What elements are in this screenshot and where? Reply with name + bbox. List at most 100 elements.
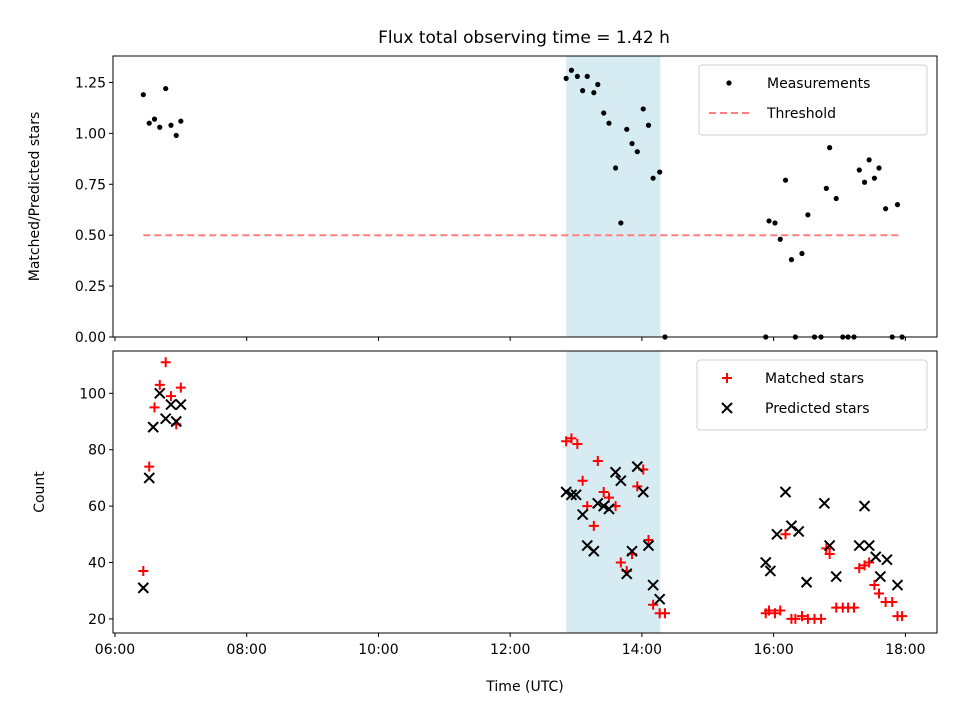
measurements-point: [591, 90, 597, 96]
legend-measurements-swatch: [726, 80, 732, 86]
measurements-point: [777, 236, 783, 242]
predicted-stars-point: [603, 503, 615, 515]
measurements-point: [601, 110, 607, 116]
predicted-stars-point: [165, 398, 177, 411]
predicted-stars-point: [764, 565, 777, 577]
matched-stars-point: [566, 433, 577, 444]
predicted-stars-point: [874, 570, 887, 583]
matched-stars-point: [648, 599, 659, 610]
matched-stars-point: [869, 580, 880, 591]
predicted-stars-point: [792, 525, 805, 538]
measurements-point: [612, 165, 619, 171]
measurements-point: [624, 126, 630, 132]
measurements-point: [568, 67, 575, 73]
matched-stars-point: [603, 492, 614, 503]
predicted-stars-point: [637, 486, 649, 498]
counts-xlabel: Time (UTC): [485, 679, 563, 695]
measurements-point: [823, 185, 829, 191]
matched-stars-point: [577, 475, 588, 486]
predicted-stars-point: [137, 582, 150, 594]
predicted-stars-point: [159, 412, 172, 425]
matched-stars-point: [165, 391, 176, 402]
predicted-stars-point: [598, 500, 610, 512]
matched-stars-point: [592, 455, 603, 466]
predicted-stars-point: [615, 475, 627, 487]
predicted-stars-point: [647, 579, 659, 591]
counts-panel: 20 40 60 80 100 06:00 08:00 10:00 12:00 14:00 16:0…: [32, 350, 938, 695]
predicted-stars-point: [823, 539, 836, 552]
measurements-point: [563, 75, 569, 81]
xtick-label: 12:00: [490, 642, 530, 658]
predicted-stars-point: [570, 489, 582, 501]
measurements-point: [580, 88, 586, 94]
xtick-label: 10:00: [358, 642, 398, 658]
measurements-point: [618, 220, 624, 226]
measurements-point: [871, 175, 878, 181]
measurements-point: [788, 257, 795, 263]
legend-predicted-stars-swatch: [721, 402, 733, 414]
measurements-point: [157, 124, 163, 130]
ytick-label: 60: [88, 499, 106, 515]
xtick-label: 14:00: [622, 642, 662, 658]
ytick-label: 1.25: [75, 75, 106, 91]
chart-title: Flux total observing time = 1.42 h: [378, 28, 670, 48]
predicted-stars-point: [830, 570, 842, 583]
matched-stars-point: [572, 439, 583, 450]
predicted-stars-point: [170, 415, 182, 428]
measurements-point: [799, 250, 805, 257]
matched-stars-point: [775, 605, 786, 616]
matched-stars-point: [615, 557, 626, 568]
measurements-point: [168, 122, 174, 128]
matched-stars-point: [769, 608, 780, 619]
legend-matched-stars-swatch: [722, 373, 732, 383]
measurements-point: [146, 120, 152, 126]
matched-stars-point: [897, 611, 908, 622]
matched-stars-point: [154, 379, 165, 390]
measurements-point: [833, 195, 839, 202]
measurements-point: [856, 167, 862, 173]
matched-stars-point: [764, 605, 775, 616]
measurements-point: [827, 145, 833, 151]
measurements-point: [574, 73, 580, 79]
ratio-legend: Measurements Threshold: [698, 64, 928, 136]
ratio-panel: 0.00 0.25 0.50 0.75 1.00 1.25 Matched/Predict…: [27, 55, 938, 346]
counts-legend: Matched stars Predicted stars: [696, 359, 928, 431]
matched-stars-point: [887, 596, 898, 607]
ratio-axes-frame: [112, 55, 938, 338]
measurements-point: [629, 140, 635, 147]
xtick-label: 16:00: [753, 642, 793, 658]
predicted-stars-point: [853, 539, 865, 552]
counts-axes-frame: [112, 350, 938, 634]
matched-stars-point: [864, 557, 875, 568]
counts-shaded-region: [566, 351, 661, 633]
predicted-stars-point: [863, 539, 875, 552]
legend-predicted-stars-label: Predicted stars: [765, 401, 870, 417]
measurements-point: [151, 116, 158, 122]
matched-stars-point: [854, 563, 865, 574]
ytick-label: 0.75: [75, 177, 106, 193]
xtick-label: 06:00: [95, 642, 135, 658]
predicted-stars-point: [588, 545, 600, 557]
predicted-stars-point: [771, 528, 783, 541]
ytick-label: 80: [88, 443, 106, 459]
matched-stars-point: [149, 402, 160, 413]
predicted-stars-point: [785, 520, 798, 532]
measurements-point: [178, 118, 184, 124]
predicted-stars-point: [154, 387, 166, 400]
ratio-shaded-region: [566, 56, 661, 337]
measurements-point: [163, 85, 169, 92]
ratio-ylabel: Matched/Predicted stars: [27, 112, 43, 282]
predicted-stars-point: [609, 466, 622, 478]
matched-stars-point: [874, 588, 885, 599]
predicted-stars-point: [760, 556, 772, 569]
measurements-point: [173, 132, 179, 139]
predicted-stars-point: [653, 593, 666, 605]
measurements-point: [861, 179, 868, 185]
ytick-label: 0.25: [75, 279, 106, 295]
ytick-label: 0.00: [75, 330, 106, 346]
measurements-point: [883, 206, 889, 212]
legend-measurements-label: Measurements: [767, 76, 870, 92]
predicted-stars-point: [891, 579, 904, 591]
legend-matched-stars-label: Matched stars: [765, 371, 864, 387]
predicted-stars-point: [175, 398, 187, 411]
